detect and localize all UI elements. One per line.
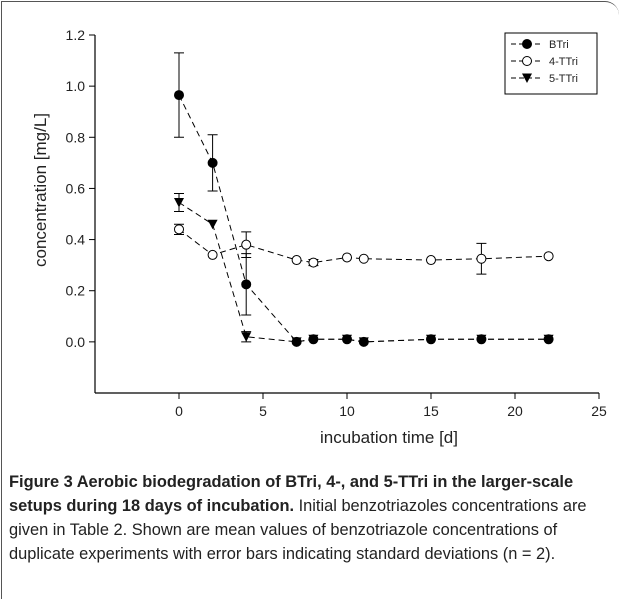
marker [207,219,218,230]
x-tick-label: 10 [339,403,355,419]
marker [241,279,252,290]
series-line [178,94,549,343]
marker [358,337,369,347]
marker [476,253,487,264]
marker [543,334,554,345]
marker [342,252,352,263]
marker [291,255,302,266]
x-tick-label: 5 [259,403,267,419]
y-axis-label: concentration [mg/L] [31,113,50,267]
figure-caption: Figure 3 Aerobic biodegradation of BTri,… [9,470,613,566]
y-tick-label: 0.6 [66,180,86,196]
x-axis-label: incubation time [d] [320,428,458,447]
marker [241,332,252,342]
y-tick-label: 0.4 [66,232,86,248]
y-tick-label: 0.2 [66,283,86,299]
marker [308,257,319,268]
legend-marker [522,56,532,66]
marker [358,253,369,264]
y-tick-label: 1.0 [66,78,86,94]
caption-text: Initial benzotriazoles concentrations ar… [9,497,587,563]
marker [174,224,184,235]
legend-label: BTri [549,39,569,51]
marker [207,249,218,260]
marker [207,157,218,168]
marker [543,251,554,262]
legend-label: 5-TTri [549,73,578,85]
legend-label: 4-TTri [549,56,578,68]
marker [174,90,184,101]
marker [291,337,302,347]
marker [174,197,184,208]
x-tick-label: 0 [175,403,183,419]
caption-title: Figure 3 Aerobic biodegradation of BTri,… [9,473,574,515]
marker [476,334,487,345]
legend-box [504,32,598,95]
series-line [178,228,549,264]
x-tick-label: 20 [507,403,523,419]
marker [426,255,436,266]
legend-marker [522,73,532,83]
marker [308,334,319,345]
marker [426,334,436,345]
x-tick-label: 25 [591,403,607,419]
marker [241,239,252,250]
series-line [178,202,549,343]
chart: incubation time [d] concentration [mg/L]… [31,27,607,447]
legend-marker [522,39,532,49]
y-tick-label: 1.2 [66,27,86,43]
marker [342,334,352,345]
x-tick-label: 15 [423,403,439,419]
y-tick-label: 0.0 [66,334,86,350]
y-tick-label: 0.8 [66,129,86,145]
